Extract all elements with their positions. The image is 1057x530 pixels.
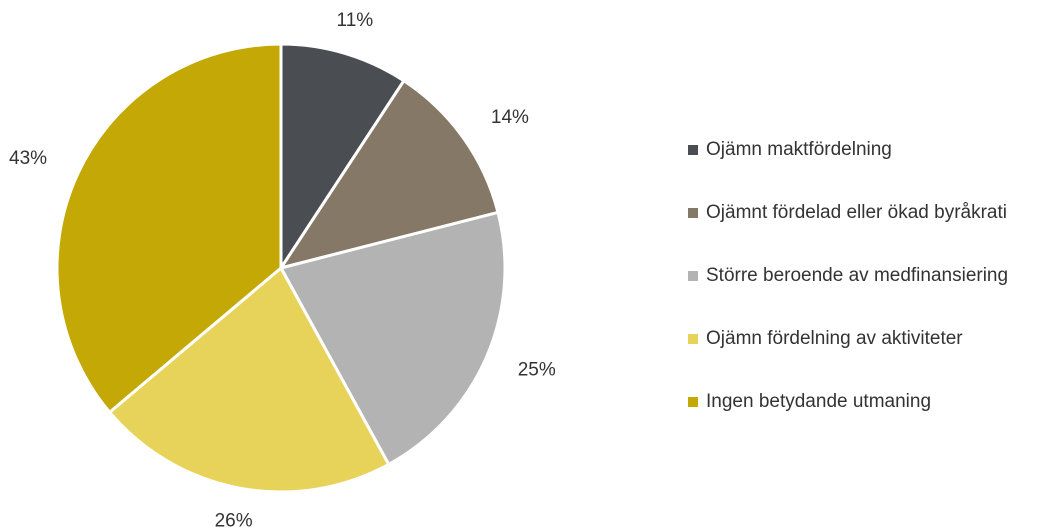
legend-label: Ojämn maktfördelning — [706, 139, 892, 160]
pie-slice — [55, 42, 283, 415]
pie-slice — [278, 210, 507, 467]
legend-label: Ojämn fördelning av aktiviteter — [706, 328, 963, 349]
pie-slice — [277, 78, 500, 271]
legend-swatch — [688, 208, 698, 218]
pie-slice — [279, 42, 406, 274]
legend-label: Ojämnt fördelad eller ökad byråkrati — [706, 202, 1007, 223]
legend-swatch — [688, 271, 698, 281]
data-label: 43% — [9, 148, 47, 169]
data-label: 14% — [491, 107, 529, 128]
legend-label: Ingen betydande utmaning — [706, 391, 931, 412]
pie-slice — [107, 265, 391, 494]
legend-swatch — [688, 145, 698, 155]
data-label: 26% — [215, 511, 253, 530]
legend-label: Större beroende av medfinansiering — [706, 265, 1008, 286]
data-label: 11% — [337, 10, 374, 31]
legend-swatch — [688, 334, 698, 344]
data-label: 25% — [518, 360, 556, 381]
legend-swatch — [688, 397, 698, 407]
